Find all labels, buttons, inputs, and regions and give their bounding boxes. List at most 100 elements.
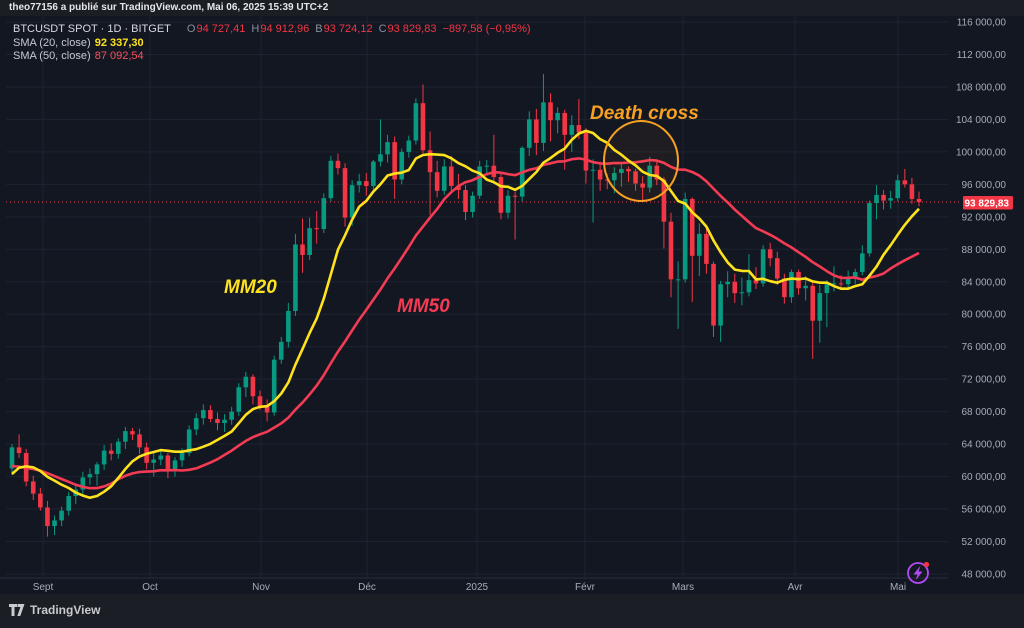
candle-body <box>328 160 334 199</box>
candle-body <box>137 434 142 448</box>
candle-body <box>619 168 624 173</box>
chart-background <box>0 16 1024 594</box>
sma20-path[interactable] <box>11 129 920 499</box>
candle-body <box>668 221 674 280</box>
price-tick-label: 64 000,00 <box>962 440 1007 451</box>
lightning-icon <box>913 565 923 581</box>
indicator-row-sma50[interactable]: SMA (50, close) 87 092,54 <box>13 50 531 64</box>
candle-body <box>165 455 171 471</box>
candle-body <box>45 507 50 527</box>
candle-body <box>463 190 468 212</box>
sma20-line[interactable] <box>11 129 920 499</box>
low-value: 93 724,12 <box>323 23 373 35</box>
candle-body <box>427 150 433 173</box>
candle-body <box>569 125 575 135</box>
candle-body <box>30 481 36 494</box>
tradingview-glyph-icon <box>9 604 25 616</box>
candle-body <box>534 119 539 143</box>
death-cross-annotation[interactable]: Death cross <box>590 103 699 202</box>
candle-body <box>87 474 93 478</box>
price-axis[interactable]: 116 000,00 112 000,00 108 000,00 104 000,00… <box>956 18 1006 581</box>
high-label: H <box>251 23 260 35</box>
candle-body <box>456 185 461 191</box>
price-badge-label: 93 829,83 <box>965 199 1010 210</box>
candle-body <box>179 453 185 461</box>
price-tick-label: 60 000,00 <box>962 472 1007 483</box>
candle-body <box>470 195 475 212</box>
candle-body <box>420 103 426 151</box>
candle-body <box>392 142 397 180</box>
time-axis[interactable]: Sept Oct Nov Déc 2025 Févr Mars Avr Mai <box>33 582 906 593</box>
candle-body <box>782 278 787 298</box>
candle-body <box>831 283 837 285</box>
candle-body <box>626 168 631 172</box>
tradingview-logo[interactable]: TradingView <box>9 603 100 617</box>
time-tick-label: Févr <box>575 582 596 593</box>
candle-body <box>9 447 15 469</box>
candle-body <box>902 180 908 185</box>
candle-body <box>860 253 865 273</box>
indicator-row-sma20[interactable]: SMA (20, close) 92 337,30 <box>13 37 531 51</box>
price-tick-label: 92 000,00 <box>962 212 1007 223</box>
death-cross-label[interactable]: Death cross <box>590 103 699 124</box>
time-tick-label: Oct <box>142 582 158 593</box>
candle-body <box>477 166 482 196</box>
candle-body <box>711 263 716 326</box>
candle-body <box>675 279 681 281</box>
candle-body <box>767 249 773 259</box>
candle-body <box>94 464 100 475</box>
candle-body <box>583 132 589 171</box>
candle-body <box>881 194 886 201</box>
candle-body <box>725 281 730 285</box>
candle-body <box>314 228 319 230</box>
candle-body <box>654 165 660 180</box>
candle-body <box>151 459 157 463</box>
candle-body <box>123 431 128 442</box>
boost-button[interactable] <box>907 561 930 584</box>
sma50-path[interactable] <box>11 157 920 490</box>
candle-body <box>385 142 390 155</box>
candle-body <box>817 293 823 321</box>
candle-body <box>541 102 546 143</box>
sma50-line[interactable] <box>11 157 920 490</box>
footer-bar: TradingView <box>0 594 1024 628</box>
tradingview-logo-text: TradingView <box>30 603 101 617</box>
price-tick-label: 52 000,00 <box>962 537 1007 548</box>
price-tick-label: 104 000,00 <box>956 115 1006 126</box>
candle-body <box>824 284 830 294</box>
close-label: C <box>378 23 387 35</box>
candle-body <box>335 160 341 169</box>
death-cross-circle[interactable] <box>603 120 679 202</box>
price-tick-label: 48 000,00 <box>962 570 1007 581</box>
candle-body <box>803 285 808 289</box>
candle-body <box>222 419 227 424</box>
candle-body <box>434 172 440 191</box>
candle-body <box>349 185 355 218</box>
candle-body <box>66 496 71 511</box>
candle-body <box>505 195 511 213</box>
candle-body <box>661 179 667 222</box>
candle-body <box>321 198 327 229</box>
candle-body <box>236 387 242 412</box>
sma50-value: 87 092,54 <box>94 50 144 62</box>
candle-body <box>441 166 447 191</box>
candle-body <box>774 258 780 279</box>
candle-body <box>845 277 851 285</box>
boost-circle-icon <box>907 562 929 584</box>
candle-body <box>590 169 596 171</box>
price-tick-label: 88 000,00 <box>962 245 1007 256</box>
symbol-title[interactable]: BTCUSDT SPOT · 1D · BITGET <box>13 23 171 35</box>
candle-body <box>80 477 86 490</box>
candle-body <box>264 405 270 413</box>
candle-body <box>300 244 305 255</box>
time-tick-label: 2025 <box>466 582 489 593</box>
time-tick-label: Mai <box>890 582 906 593</box>
time-tick-label: Mars <box>672 582 694 593</box>
mm50-label[interactable]: MM50 <box>397 296 450 317</box>
candle-body <box>371 161 376 186</box>
chart-legend: BTCUSDT SPOT · 1D · BITGET O94 727,41 H94 … <box>13 23 531 64</box>
mm20-label[interactable]: MM20 <box>224 277 277 298</box>
candle-body <box>201 410 206 419</box>
change-value: −897,58 (−0,95%) <box>442 23 531 35</box>
